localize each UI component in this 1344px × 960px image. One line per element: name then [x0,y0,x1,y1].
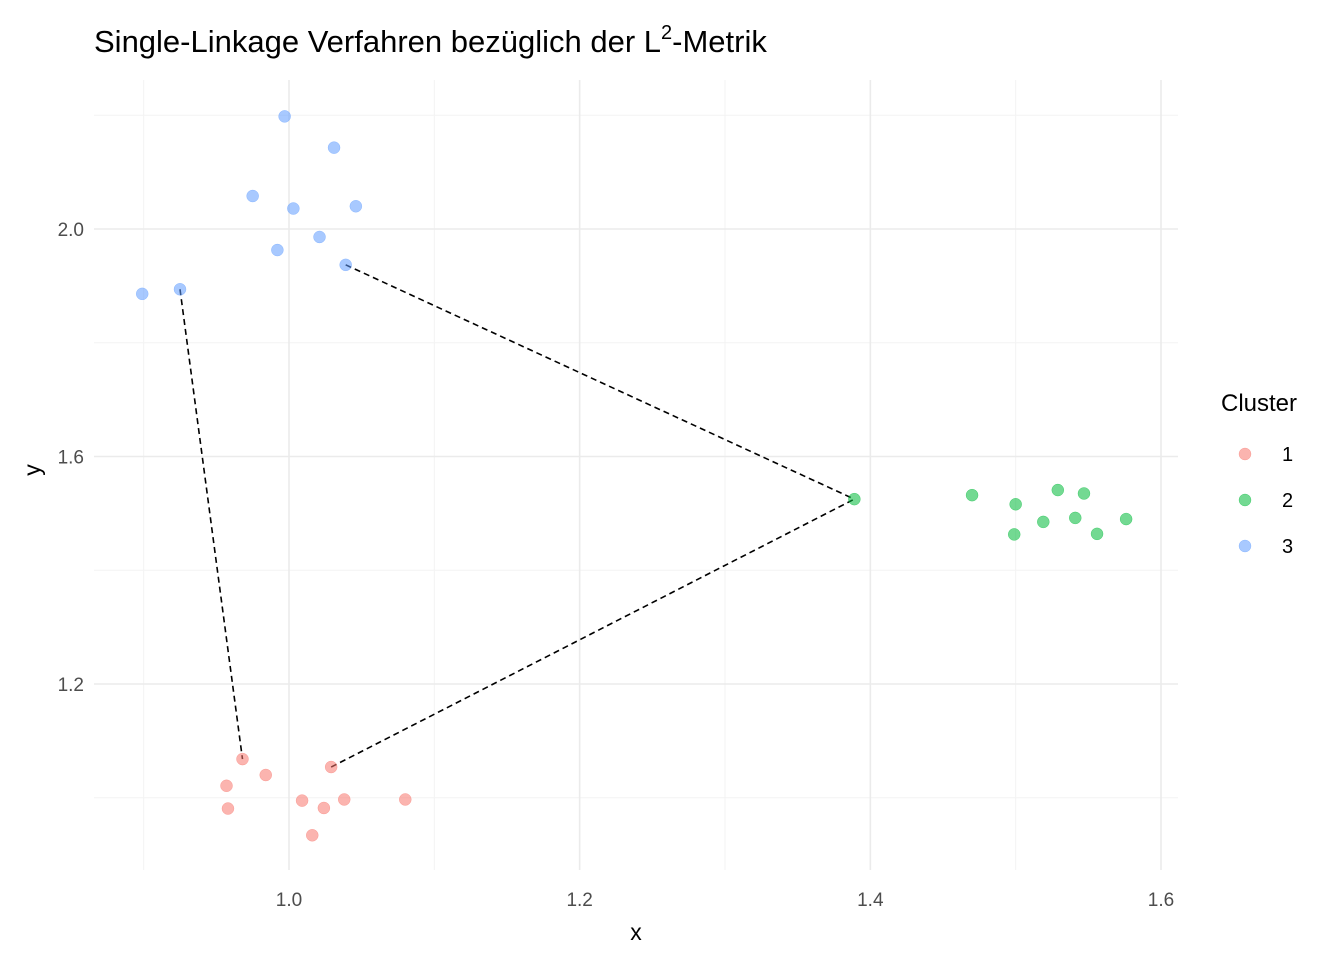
cluster-3-point [135,287,149,301]
cluster-1-point [317,801,331,815]
cluster-3-point [246,189,259,203]
linkage-lines [179,264,855,768]
legend-key-cluster-2 [1238,493,1252,507]
linkage-line [179,289,244,760]
chart-title: Single-Linkage Verfahren bezüglich der L… [94,22,767,59]
cluster-2-point [1069,511,1082,525]
cluster-1-point [306,829,319,842]
cluster-3-point [313,230,326,244]
chart-title-tail: -Metrik [672,24,767,59]
cluster-2-point [1090,527,1104,541]
cluster-3-point [349,200,363,213]
cluster-3-point [339,258,352,272]
linkage-line [330,498,855,768]
cluster-2-point [1007,528,1021,541]
major-gridlines [94,80,1178,870]
cluster-3-point [173,283,187,296]
cluster-2-point [1077,487,1091,500]
legend-label-cluster-3: 3 [1282,536,1293,558]
legend-title: Cluster [1221,390,1297,417]
y-tick-label: 1.6 [58,448,84,469]
cluster-1-point [220,779,233,793]
y-tick-label: 1.2 [58,675,84,696]
cluster-1-point [295,794,309,807]
cluster-2-point [1119,512,1133,526]
cluster-2-point [1009,498,1022,511]
y-axis-title: y [19,464,45,476]
data-points [135,110,1133,842]
x-tick-label: 1.6 [1148,890,1174,911]
cluster-1-point [337,793,351,806]
chart-title-main: Single-Linkage Verfahren bezüglich der L [94,24,661,59]
cluster-2-point [965,488,979,502]
chart-title-superscript: 2 [661,22,672,44]
x-tick-label: 1.0 [276,890,302,911]
linkage-line [345,264,855,500]
legend-label-cluster-1: 1 [1282,444,1293,466]
y-tick-label: 2.0 [58,220,84,241]
x-tick-label: 1.4 [857,890,884,911]
cluster-1-point [221,802,235,815]
legend-key-cluster-1 [1238,447,1252,461]
legend: Cluster 1 2 3 [1221,390,1297,558]
y-axis-ticks: 1.2 1.6 2.0 [58,220,84,696]
cluster-1-point [399,793,412,806]
x-axis-ticks: 1.0 1.2 1.4 1.6 [276,890,1174,911]
cluster-3-point [271,243,284,257]
legend-label-cluster-2: 2 [1282,490,1293,512]
cluster-2-point [1037,515,1050,529]
cluster-1-point [236,752,249,766]
minor-gridlines [94,80,1178,870]
cluster-2-point [1051,483,1065,497]
x-tick-label: 1.2 [566,890,592,911]
cluster-3-point [278,110,291,123]
cluster-1-point [259,768,272,782]
cluster-1-point [324,760,338,774]
cluster-3-point [327,141,341,154]
x-axis-title: x [630,919,642,945]
cluster-2-point [848,492,861,506]
cluster-3-point [287,202,300,215]
legend-key-cluster-3 [1238,539,1252,553]
